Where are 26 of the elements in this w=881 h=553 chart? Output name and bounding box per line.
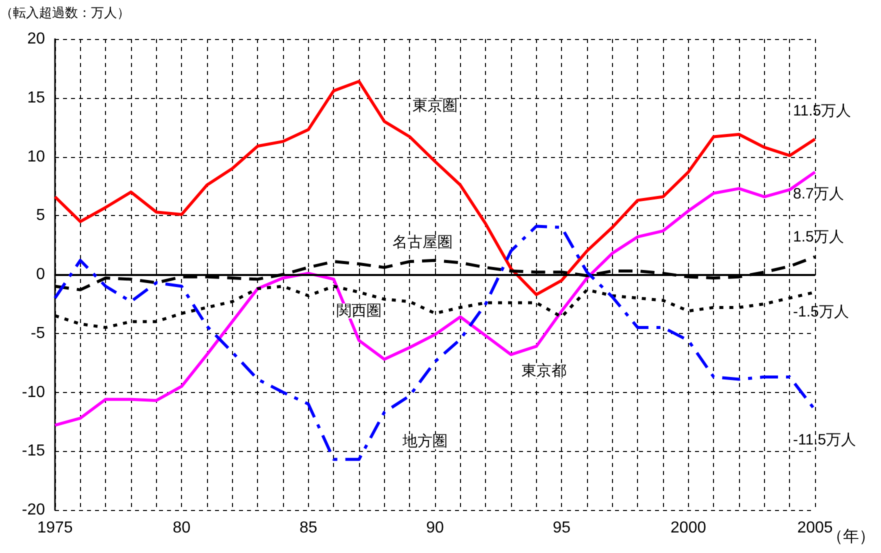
y-tick-label: -5 xyxy=(30,324,46,342)
x-tick-label: 80 xyxy=(172,520,191,536)
annotation: -1.5万人 xyxy=(793,304,849,321)
series-label: 地方圏 xyxy=(401,433,448,450)
y-axis-title: （転入超過数：万人） xyxy=(0,5,130,20)
x-tick-label: 90 xyxy=(426,520,444,536)
y-tick-label: -10 xyxy=(22,384,46,401)
x-tick-label: 2000 xyxy=(670,520,706,536)
series-label: 関西圏 xyxy=(336,302,382,320)
y-tick-label: 5 xyxy=(36,207,46,224)
x-tick-label: 1975 xyxy=(37,520,73,536)
y-tick-label: -20 xyxy=(22,502,46,518)
y-tick-label: 10 xyxy=(27,148,46,166)
x-tick-label: 95 xyxy=(552,520,571,536)
annotation: -11.5万人 xyxy=(793,431,856,448)
annotation: 11.5万人 xyxy=(793,102,852,120)
y-tick-label: 15 xyxy=(27,89,46,106)
annotation: 1.5万人 xyxy=(793,228,844,246)
series-label: 東京都 xyxy=(521,362,566,380)
series-label: 名古屋圏 xyxy=(392,234,452,252)
y-tick-label: -15 xyxy=(22,442,46,460)
y-tick-label: 0 xyxy=(36,266,46,283)
x-tick-label: 85 xyxy=(299,520,318,536)
y-tick-label: 20 xyxy=(27,30,46,48)
series-label: 東京圏 xyxy=(412,98,458,115)
annotation: 8.7万人 xyxy=(793,186,844,203)
